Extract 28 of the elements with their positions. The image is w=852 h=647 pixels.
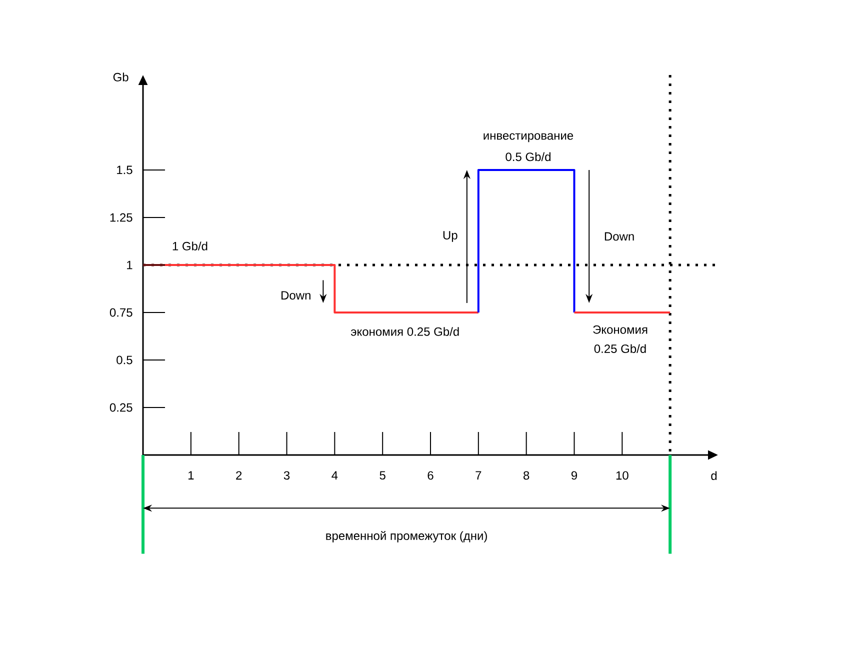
x-tick-label: 7: [476, 471, 482, 480]
annotation: экономия 0.25 Gb/d: [350, 327, 459, 336]
x-tick-label: 4: [332, 471, 338, 480]
x-tick-label: 3: [284, 471, 290, 480]
x-axis-title: d: [711, 471, 717, 480]
annotation: Экономия: [593, 325, 648, 334]
text: временной промежуток (дни): [326, 530, 487, 542]
annotation: Up: [443, 231, 458, 242]
y-tick-label: 1.25: [110, 213, 132, 222]
annotation: инвестирование: [484, 133, 574, 142]
annotation: 1 Gb/d: [172, 242, 208, 250]
y-tick-label: 0.5: [116, 356, 132, 364]
annotation: Down: [604, 232, 634, 241]
x-tick-label: 9: [571, 471, 578, 480]
x-tick-label: 5: [380, 471, 386, 480]
x-tick-label: 8: [524, 471, 530, 480]
y-axis-title: Gb: [113, 72, 128, 82]
x-tick-label: 1: [188, 471, 194, 480]
x-tick-label: 10: [616, 471, 628, 480]
x-tick-label: 6: [428, 471, 434, 480]
y-tick-label: 0.75: [110, 308, 132, 317]
annotation: 0.25 Gb/d: [594, 344, 646, 353]
y-tick-label: 0.25: [110, 403, 132, 412]
annotation: Down: [282, 291, 310, 300]
y-tick-label: 1: [127, 260, 132, 270]
annotation: 0.5 Gb/d: [506, 152, 550, 162]
y-tick-label: 1.5: [117, 166, 132, 174]
x-tick-label: 2: [236, 471, 242, 480]
